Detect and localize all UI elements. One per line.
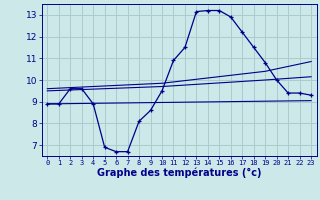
X-axis label: Graphe des températures (°c): Graphe des températures (°c) [97, 168, 261, 178]
